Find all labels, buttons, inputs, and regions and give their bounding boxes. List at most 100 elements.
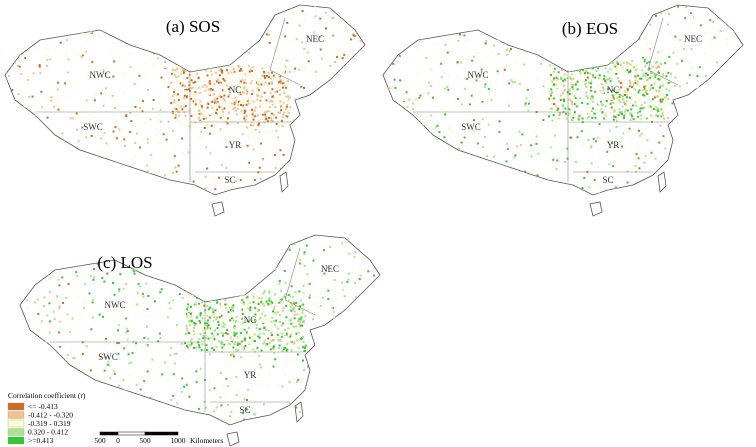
- speckle: [203, 250, 206, 253]
- speckle: [237, 341, 240, 344]
- speckle: [557, 71, 560, 74]
- speckle: [141, 292, 144, 295]
- speckle: [122, 136, 125, 139]
- speckle: [50, 326, 53, 329]
- speckle: [253, 188, 256, 191]
- speckle: [121, 393, 123, 396]
- speckle: [211, 77, 214, 79]
- speckle: [228, 65, 231, 68]
- speckle: [159, 109, 162, 111]
- speckle: [629, 41, 632, 44]
- speckle: [190, 338, 193, 341]
- speckle: [276, 38, 279, 41]
- speckle: [177, 114, 180, 117]
- speckle: [295, 38, 298, 41]
- speckle: [522, 189, 525, 192]
- speckle: [332, 7, 335, 10]
- speckle: [576, 104, 579, 107]
- speckle: [58, 186, 60, 189]
- speckle: [254, 115, 257, 118]
- speckle: [188, 128, 191, 131]
- speckle: [349, 38, 352, 41]
- speckle: [285, 86, 288, 89]
- speckle: [583, 68, 586, 71]
- speckle: [653, 82, 656, 85]
- speckle: [232, 102, 235, 105]
- speckle: [504, 177, 507, 180]
- speckle: [199, 88, 202, 91]
- speckle: [20, 267, 22, 270]
- speckle: [259, 328, 262, 331]
- speckle: [162, 3, 164, 5]
- speckle: [657, 165, 660, 168]
- speckle: [704, 74, 707, 77]
- speckle: [214, 309, 217, 312]
- speckle: [16, 141, 19, 144]
- speckle: [650, 84, 653, 87]
- speckle: [537, 13, 540, 16]
- speckle: [300, 382, 303, 385]
- speckle: [286, 59, 289, 62]
- speckle: [287, 95, 290, 98]
- speckle: [271, 103, 274, 106]
- speckle: [254, 313, 257, 316]
- speckle: [703, 142, 706, 145]
- speckle: [621, 105, 624, 108]
- speckle: [180, 5, 183, 6]
- speckle: [102, 315, 104, 318]
- speckle: [104, 356, 107, 359]
- speckle: [724, 12, 727, 15]
- speckle: [565, 112, 567, 115]
- speckle: [697, 183, 700, 185]
- speckle: [368, 335, 371, 338]
- speckle: [557, 35, 560, 38]
- speckle: [260, 86, 263, 89]
- speckle: [506, 48, 509, 51]
- speckle: [151, 235, 154, 237]
- speckle: [57, 278, 60, 281]
- speckle: [592, 86, 595, 89]
- speckle: [190, 97, 192, 100]
- speckle: [59, 41, 62, 44]
- speckle: [240, 316, 243, 319]
- speckle: [304, 310, 307, 313]
- speckle: [570, 94, 572, 97]
- speckle: [224, 241, 227, 243]
- speckle: [601, 111, 604, 114]
- speckle: [619, 64, 622, 67]
- speckle: [450, 38, 453, 41]
- speckle: [202, 47, 205, 50]
- speckle: [639, 110, 642, 113]
- speckle: [218, 105, 221, 108]
- speckle: [530, 155, 533, 158]
- speckle: [90, 135, 93, 137]
- speckle: [360, 339, 363, 342]
- speckle: [648, 67, 651, 70]
- speckle: [619, 111, 622, 114]
- speckle: [273, 305, 276, 308]
- speckle: [382, 352, 384, 354]
- speckle: [601, 103, 604, 106]
- speckle: [209, 381, 212, 384]
- speckle: [288, 248, 291, 251]
- region-label: SWC: [461, 122, 481, 132]
- speckle: [241, 94, 244, 97]
- speckle: [241, 246, 243, 249]
- speckle: [519, 189, 522, 192]
- speckle: [520, 44, 523, 47]
- speckle: [293, 302, 296, 305]
- speckle: [283, 122, 286, 125]
- speckle: [193, 124, 196, 127]
- speckle: [176, 239, 179, 242]
- speckle: [331, 329, 334, 332]
- speckle: [383, 146, 385, 149]
- speckle: [575, 101, 578, 104]
- speckle: [18, 289, 20, 291]
- speckle: [447, 88, 450, 91]
- speckle: [565, 117, 568, 120]
- speckle: [261, 74, 264, 77]
- speckle: [245, 297, 248, 299]
- speckle: [554, 125, 557, 127]
- speckle: [343, 57, 346, 60]
- speckle: [274, 293, 276, 296]
